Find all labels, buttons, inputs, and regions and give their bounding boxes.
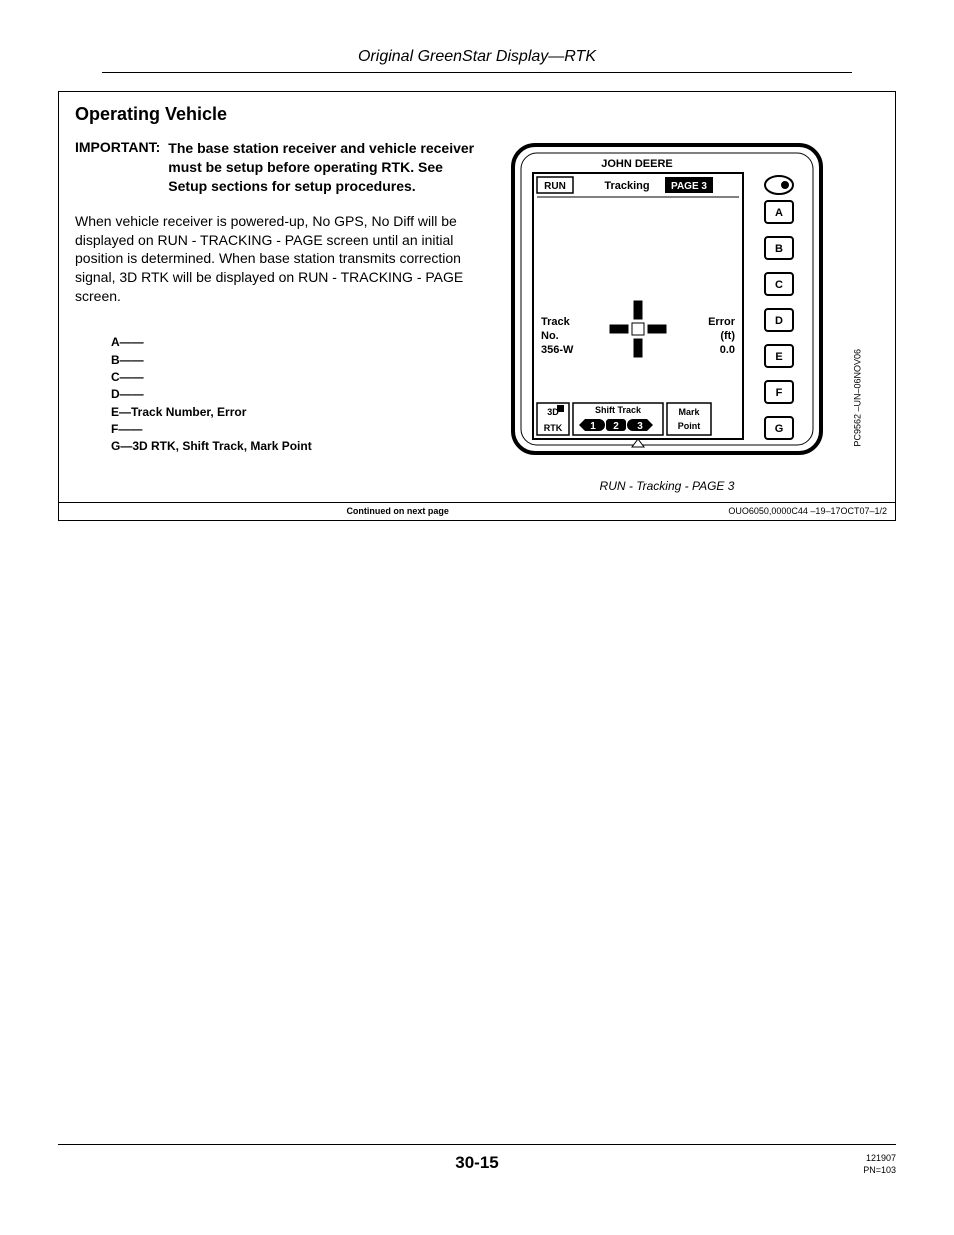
svg-text:A: A (775, 207, 783, 219)
continued-label: Continued on next page (67, 506, 728, 516)
page: Original GreenStar Display—RTK Operating… (0, 0, 954, 1235)
svg-text:(ft): (ft) (720, 330, 735, 342)
page-footer: 30-15 121907 PN=103 (58, 1144, 896, 1173)
svg-text:C: C (775, 279, 783, 291)
svg-text:Mark: Mark (678, 407, 700, 417)
brand-text: JOHN DEERE (601, 158, 673, 170)
display-diagram: JOHN DEERE RUN Tracking PAGE 3 (507, 139, 827, 459)
svg-text:Shift Track: Shift Track (595, 405, 642, 415)
svg-text:Track: Track (541, 316, 571, 328)
svg-text:D: D (775, 315, 783, 327)
svg-text:F: F (776, 387, 783, 399)
svg-text:0.0: 0.0 (720, 344, 735, 356)
svg-text:PAGE 3: PAGE 3 (671, 181, 707, 192)
svg-text:No.: No. (541, 330, 559, 342)
svg-text:2: 2 (613, 421, 619, 432)
legend-f: F—— (111, 421, 475, 438)
svg-text:G: G (775, 423, 784, 435)
content-footer: Continued on next page OUO6050,0000C44 –… (59, 502, 895, 516)
page-header: Original GreenStar Display—RTK (102, 48, 852, 73)
legend-g: G—3D RTK, Shift Track, Mark Point (111, 438, 475, 455)
svg-text:RUN: RUN (544, 181, 566, 192)
legend: A—— B—— C—— D—— E—Track Number, Error F—… (111, 334, 475, 456)
svg-text:1: 1 (590, 421, 596, 432)
figure-caption: RUN - Tracking - PAGE 3 (507, 479, 827, 493)
legend-c: C—— (111, 369, 475, 386)
important-label: IMPORTANT: (75, 139, 160, 196)
svg-text:356-W: 356-W (541, 344, 574, 356)
figure-column: JOHN DEERE RUN Tracking PAGE 3 (499, 139, 879, 493)
section-title: Operating Vehicle (75, 104, 879, 125)
text-column: IMPORTANT: The base station receiver and… (75, 139, 475, 493)
svg-text:Point: Point (678, 421, 701, 431)
figure-side-code: PC9562 –UN–06NOV06 (853, 349, 863, 447)
content-frame: Operating Vehicle IMPORTANT: The base st… (58, 91, 896, 521)
legend-a: A—— (111, 334, 475, 351)
svg-text:3: 3 (637, 421, 643, 432)
footer-pn: PN=103 (863, 1165, 896, 1177)
footer-date: 121907 (863, 1153, 896, 1165)
legend-d: D—— (111, 386, 475, 403)
svg-text:Tracking: Tracking (604, 180, 649, 192)
svg-text:RTK: RTK (544, 423, 563, 433)
legend-b: B—— (111, 352, 475, 369)
doc-code: OUO6050,0000C44 –19–17OCT07–1/2 (728, 506, 887, 516)
body-paragraph: When vehicle receiver is powered-up, No … (75, 212, 475, 306)
svg-text:E: E (775, 351, 782, 363)
important-text: The base station receiver and vehicle re… (168, 139, 475, 196)
legend-e: E—Track Number, Error (111, 404, 475, 421)
svg-text:Error: Error (708, 316, 736, 328)
svg-text:B: B (775, 243, 783, 255)
page-number: 30-15 (58, 1153, 896, 1173)
